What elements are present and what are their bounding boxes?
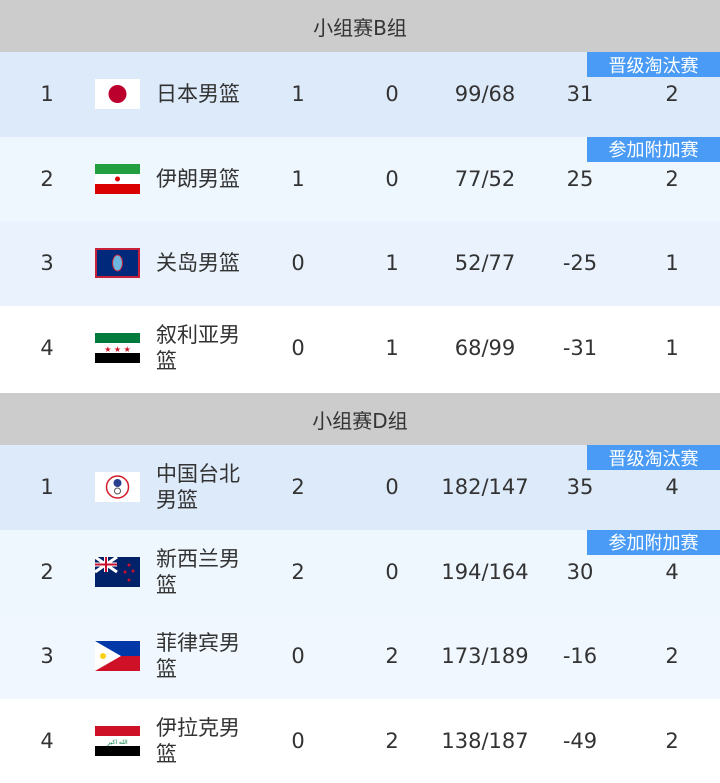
syria-flag-icon: ★ ★ ★ — [95, 332, 140, 363]
wins: 2 — [291, 559, 305, 584]
points-for-against: 138/187 — [441, 728, 529, 753]
losses: 0 — [385, 559, 399, 584]
standing-points: 2 — [665, 728, 679, 753]
guam-flag-icon — [95, 248, 140, 279]
wins: 0 — [291, 335, 305, 360]
team-name[interactable]: 中国台北男篮 — [156, 462, 240, 513]
standing-points: 4 — [665, 559, 679, 584]
group-title: 小组赛D组 — [312, 408, 408, 433]
standing-points: 4 — [665, 475, 679, 500]
standing-points: 1 — [665, 335, 679, 360]
chinese-taipei-flag-icon — [95, 472, 140, 503]
team-name[interactable]: 日本男篮 — [156, 82, 240, 107]
standing-row[interactable]: 1 中国台北男篮 2 0 182/147 35 4 晋级淘汰赛 — [0, 445, 720, 530]
rank: 2 — [40, 166, 54, 191]
rank: 4 — [40, 335, 54, 360]
rank: 4 — [40, 728, 54, 753]
point-difference: 30 — [566, 559, 594, 584]
group-divider — [0, 390, 720, 393]
rank: 3 — [40, 644, 54, 669]
wins: 0 — [291, 644, 305, 669]
rank: 1 — [40, 475, 54, 500]
losses: 2 — [385, 644, 399, 669]
point-difference: -25 — [562, 251, 598, 276]
iraq-flag-icon: الله اكبر — [95, 725, 140, 756]
qualification-badge: 晋级淘汰赛 — [587, 445, 720, 470]
rank: 3 — [40, 251, 54, 276]
standing-row[interactable]: 4 ★ ★ ★ 叙利亚男篮 0 1 68/99 -31 1 — [0, 305, 720, 390]
losses: 0 — [385, 166, 399, 191]
point-difference: 35 — [566, 475, 594, 500]
standing-row[interactable]: 2 伊朗男篮 1 0 77/52 25 2 参加附加赛 — [0, 136, 720, 221]
team-name[interactable]: 新西兰男篮 — [156, 546, 240, 597]
losses: 1 — [385, 251, 399, 276]
qualification-badge: 参加附加赛 — [587, 136, 720, 162]
qualification-badge: 参加附加赛 — [587, 529, 720, 555]
losses: 2 — [385, 728, 399, 753]
team-name[interactable]: 伊拉克男篮 — [156, 715, 240, 766]
point-difference: 31 — [566, 82, 594, 107]
losses: 0 — [385, 82, 399, 107]
standing-row[interactable]: 4 الله اكبر 伊拉克男篮 0 2 138/187 -49 2 — [0, 698, 720, 783]
rank: 2 — [40, 559, 54, 584]
standing-row[interactable]: 2 新西兰男篮 2 0 194/164 30 4 参加附加赛 — [0, 529, 720, 614]
point-difference: -31 — [562, 335, 598, 360]
team-name[interactable]: 关岛男篮 — [156, 251, 240, 276]
team-name[interactable]: 叙利亚男篮 — [156, 322, 240, 373]
point-difference: -49 — [562, 728, 598, 753]
wins: 0 — [291, 251, 305, 276]
team-name[interactable]: 菲律宾男篮 — [156, 631, 240, 682]
wins: 1 — [291, 166, 305, 191]
standing-row[interactable]: 3 菲律宾男篮 0 2 173/189 -16 2 — [0, 614, 720, 699]
new-zealand-flag-icon — [95, 556, 140, 587]
standing-points: 2 — [665, 166, 679, 191]
japan-flag-icon — [95, 79, 140, 110]
wins: 1 — [291, 82, 305, 107]
philippines-flag-icon — [95, 641, 140, 672]
losses: 1 — [385, 335, 399, 360]
qualification-badge: 晋级淘汰赛 — [587, 52, 720, 77]
points-for-against: 182/147 — [441, 475, 529, 500]
points-for-against: 68/99 — [454, 335, 516, 360]
wins: 2 — [291, 475, 305, 500]
group-header: 小组赛B组 — [0, 0, 720, 52]
standing-points: 2 — [665, 82, 679, 107]
points-for-against: 99/68 — [454, 82, 516, 107]
losses: 0 — [385, 475, 399, 500]
wins: 0 — [291, 728, 305, 753]
group-header: 小组赛D组 — [0, 393, 720, 445]
svg-text:★ ★ ★: ★ ★ ★ — [104, 345, 131, 354]
point-difference: 25 — [566, 166, 594, 191]
points-for-against: 77/52 — [454, 166, 516, 191]
group-title: 小组赛B组 — [313, 15, 407, 40]
team-name[interactable]: 伊朗男篮 — [156, 166, 240, 191]
point-difference: -16 — [562, 644, 598, 669]
standing-row[interactable]: 1 日本男篮 1 0 99/68 31 2 晋级淘汰赛 — [0, 52, 720, 137]
standing-row[interactable]: 3 关岛男篮 0 1 52/77 -25 1 — [0, 221, 720, 306]
svg-text:الله اكبر: الله اكبر — [106, 739, 128, 746]
points-for-against: 173/189 — [441, 644, 529, 669]
points-for-against: 194/164 — [441, 559, 529, 584]
points-for-against: 52/77 — [454, 251, 516, 276]
standing-points: 2 — [665, 644, 679, 669]
standing-points: 1 — [665, 251, 679, 276]
iran-flag-icon — [95, 163, 140, 194]
rank: 1 — [40, 82, 54, 107]
